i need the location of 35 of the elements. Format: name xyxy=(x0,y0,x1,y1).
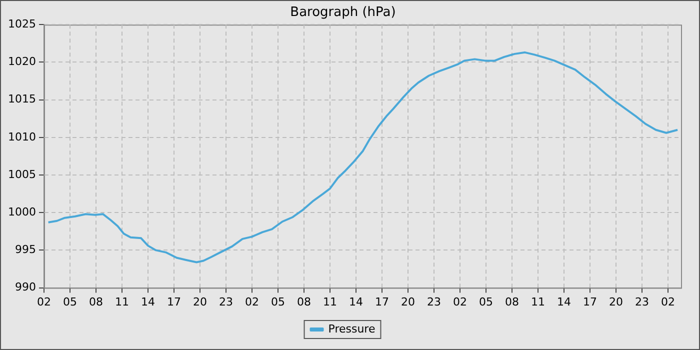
y-tick-label: 995 xyxy=(14,243,36,256)
x-tick-label: 20 xyxy=(609,295,623,308)
x-tick-label: 02 xyxy=(453,295,467,308)
x-tick-label: 02 xyxy=(661,295,675,308)
y-tick-label: 1020 xyxy=(8,55,36,68)
y-tick-label: 1025 xyxy=(8,17,36,30)
x-tick-label: 02 xyxy=(36,295,51,308)
x-tick-label: 14 xyxy=(348,295,363,308)
x-tick-label: 23 xyxy=(635,295,649,308)
x-tick-label: 17 xyxy=(166,295,181,308)
x-tick-label: 08 xyxy=(88,295,103,308)
x-tick-label: 05 xyxy=(62,295,77,308)
x-tick-label: 08 xyxy=(296,295,311,308)
x-tick-label: 14 xyxy=(557,295,571,308)
x-tick-label: 11 xyxy=(114,295,129,308)
x-tick-label: 08 xyxy=(505,295,519,308)
x-tick-label: 20 xyxy=(192,295,207,308)
x-tick-label: 14 xyxy=(140,295,155,308)
x-tick-label: 05 xyxy=(479,295,493,308)
legend-label: Pressure xyxy=(328,322,376,336)
chart-title: Barograph (hPa) xyxy=(290,5,396,20)
x-tick-label: 11 xyxy=(531,295,545,308)
y-tick-label: 1005 xyxy=(8,168,36,181)
x-tick-label: 17 xyxy=(583,295,597,308)
x-tick-label: 05 xyxy=(270,295,285,308)
y-tick-label: 1010 xyxy=(8,130,36,144)
x-tick-label: 11 xyxy=(322,295,337,308)
y-tick-label: 1000 xyxy=(8,205,36,218)
y-tick-label: 990 xyxy=(14,280,36,294)
x-tick-label: 02 xyxy=(244,295,259,308)
x-tick-label: 23 xyxy=(427,295,441,308)
y-tick-label: 1015 xyxy=(8,92,36,106)
x-tick-label: 17 xyxy=(374,295,389,308)
x-tick-label: 23 xyxy=(218,295,233,308)
x-tick-label: 20 xyxy=(400,295,415,308)
